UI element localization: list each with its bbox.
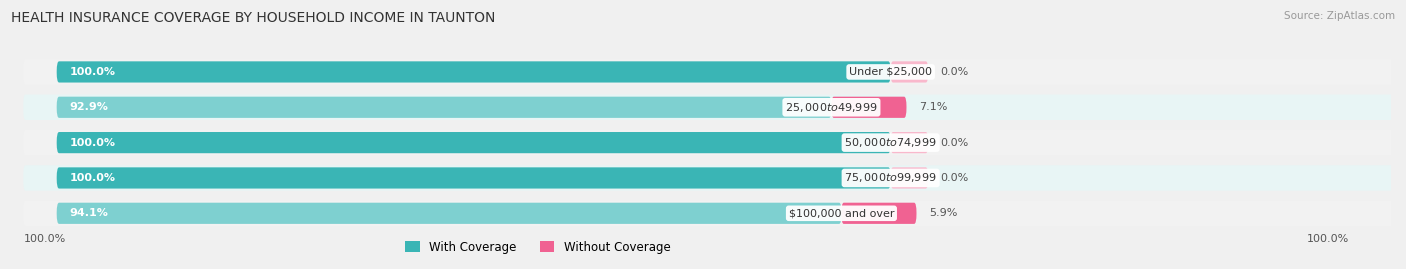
FancyBboxPatch shape xyxy=(56,203,841,224)
Text: 100.0%: 100.0% xyxy=(24,234,66,244)
Text: 0.0%: 0.0% xyxy=(941,173,969,183)
Text: Source: ZipAtlas.com: Source: ZipAtlas.com xyxy=(1284,11,1395,21)
FancyBboxPatch shape xyxy=(890,167,928,189)
Legend: With Coverage, Without Coverage: With Coverage, Without Coverage xyxy=(405,240,671,254)
FancyBboxPatch shape xyxy=(24,130,1406,155)
Text: 92.9%: 92.9% xyxy=(69,102,108,112)
Text: $75,000 to $99,999: $75,000 to $99,999 xyxy=(845,171,936,185)
Text: 100.0%: 100.0% xyxy=(1308,234,1350,244)
Text: 100.0%: 100.0% xyxy=(69,173,115,183)
Text: 7.1%: 7.1% xyxy=(920,102,948,112)
Text: $50,000 to $74,999: $50,000 to $74,999 xyxy=(845,136,936,149)
Text: 100.0%: 100.0% xyxy=(69,138,115,148)
FancyBboxPatch shape xyxy=(56,132,890,153)
Text: $25,000 to $49,999: $25,000 to $49,999 xyxy=(785,101,877,114)
Text: 0.0%: 0.0% xyxy=(941,138,969,148)
FancyBboxPatch shape xyxy=(24,59,1406,85)
FancyBboxPatch shape xyxy=(56,97,831,118)
FancyBboxPatch shape xyxy=(56,167,890,189)
FancyBboxPatch shape xyxy=(890,61,928,83)
FancyBboxPatch shape xyxy=(841,203,917,224)
FancyBboxPatch shape xyxy=(24,201,1406,226)
Text: 0.0%: 0.0% xyxy=(941,67,969,77)
FancyBboxPatch shape xyxy=(24,165,1406,191)
Text: HEALTH INSURANCE COVERAGE BY HOUSEHOLD INCOME IN TAUNTON: HEALTH INSURANCE COVERAGE BY HOUSEHOLD I… xyxy=(11,11,496,25)
FancyBboxPatch shape xyxy=(24,95,1406,120)
Text: Under $25,000: Under $25,000 xyxy=(849,67,932,77)
Text: 94.1%: 94.1% xyxy=(69,208,108,218)
Text: $100,000 and over: $100,000 and over xyxy=(789,208,894,218)
FancyBboxPatch shape xyxy=(56,61,890,83)
Text: 100.0%: 100.0% xyxy=(69,67,115,77)
FancyBboxPatch shape xyxy=(890,132,928,153)
FancyBboxPatch shape xyxy=(831,97,907,118)
Text: 5.9%: 5.9% xyxy=(929,208,957,218)
